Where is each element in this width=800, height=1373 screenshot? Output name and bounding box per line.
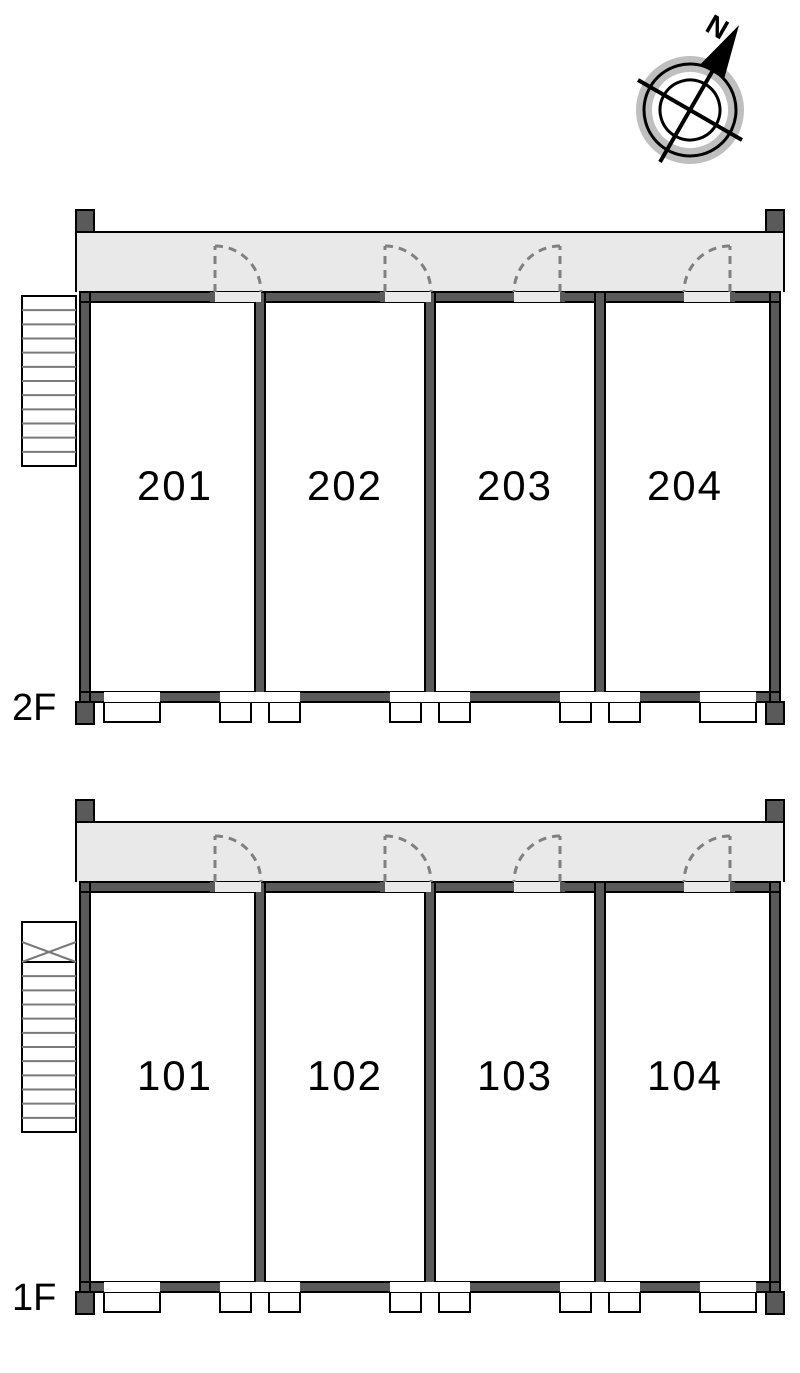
pillar [76, 800, 94, 822]
window-opening [390, 1282, 470, 1292]
floor-f2: 201 202 203 204 2F [12, 210, 784, 729]
unit-label: 101 [137, 1052, 213, 1099]
pillar [76, 210, 94, 232]
floorplan-diagram: N 201 202 203 204 2F 101 102 103 104 1F [0, 0, 800, 1373]
pillar [766, 210, 784, 232]
window-opening [220, 692, 300, 702]
unit-label: 204 [647, 462, 723, 509]
compass-icon: N [608, 0, 792, 192]
window-opening [220, 1282, 300, 1292]
window-opening [560, 1282, 640, 1292]
unit-label: 104 [647, 1052, 723, 1099]
pillar [766, 1292, 784, 1314]
window-opening [560, 692, 640, 702]
floor-f1: 101 102 103 104 1F [12, 800, 784, 1319]
unit-label: 102 [307, 1052, 383, 1099]
pillar [766, 800, 784, 822]
floor-label: 1F [12, 1277, 56, 1319]
pillar [766, 702, 784, 724]
window-opening [390, 692, 470, 702]
unit-label: 103 [477, 1052, 553, 1099]
unit-label: 203 [477, 462, 553, 509]
floor-label: 2F [12, 687, 56, 729]
pillar [76, 1292, 94, 1314]
pillar [76, 702, 94, 724]
unit-label: 201 [137, 462, 213, 509]
unit-label: 202 [307, 462, 383, 509]
